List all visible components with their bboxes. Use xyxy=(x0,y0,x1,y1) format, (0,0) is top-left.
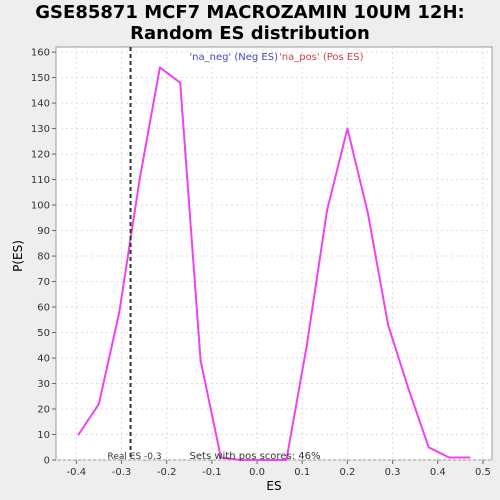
x-axis-title: ES xyxy=(266,479,281,493)
es-data-point xyxy=(366,211,369,214)
x-tick-label: 0.5 xyxy=(475,467,491,478)
x-tick-label: -0.2 xyxy=(157,467,177,478)
es-data-point xyxy=(285,459,288,461)
legend-neg-label: 'na_neg' (Neg ES) xyxy=(189,52,278,63)
real-es-label: Real ES -0.3 xyxy=(108,452,162,462)
series-group xyxy=(77,66,471,461)
es-data-point xyxy=(427,446,430,449)
es-data-point xyxy=(118,311,121,314)
es-data-point xyxy=(468,456,471,459)
chart-title-line-2: Random ES distribution xyxy=(130,23,370,44)
y-tick-label: 60 xyxy=(37,303,50,314)
x-tick-label: -0.1 xyxy=(202,467,222,478)
y-tick-label: 100 xyxy=(31,201,50,212)
x-tick-label: 0.2 xyxy=(339,467,355,478)
es-distribution-line xyxy=(77,66,470,461)
es-data-point xyxy=(346,127,349,130)
es-data-point xyxy=(448,456,451,459)
legend-pos-label: 'na_pos' (Pos ES) xyxy=(279,52,364,63)
es-data-point xyxy=(260,459,263,461)
es-data-point xyxy=(387,323,390,326)
real-es-group: Real ES -0.3 xyxy=(108,47,162,462)
y-axis-title: P(ES) xyxy=(11,240,25,272)
y-tick-label: 0 xyxy=(44,456,50,467)
chart-title: GSE85871 MCF7 MACROZAMIN 10UM 12H: Rando… xyxy=(0,2,500,44)
pos-scores-annotation: Sets with pos scores: 46% xyxy=(190,451,321,462)
y-tick-label: 150 xyxy=(31,73,50,84)
es-data-point xyxy=(179,81,182,84)
es-data-point xyxy=(97,402,100,405)
x-tick-label: 0.3 xyxy=(385,467,401,478)
es-data-point xyxy=(199,359,202,362)
x-tick-label: 0.0 xyxy=(249,467,265,478)
x-tick-label: -0.3 xyxy=(112,467,132,478)
y-tick-label: 140 xyxy=(31,99,50,110)
y-tick-label: 50 xyxy=(37,328,50,339)
es-data-point xyxy=(240,459,243,461)
es-data-point xyxy=(407,387,410,390)
y-tick-label: 80 xyxy=(37,252,50,263)
es-data-point xyxy=(77,433,80,436)
es-data-point xyxy=(219,456,222,459)
y-tick-label: 120 xyxy=(31,150,50,161)
chart-title-line-1: GSE85871 MCF7 MACROZAMIN 10UM 12H: xyxy=(35,2,465,23)
y-axis-ticks: 0 10 20 30 40 50 60 70 80 90 100 110 120 130 140 150 160 xyxy=(31,48,56,467)
y-tick-label: 130 xyxy=(31,124,50,135)
es-data-point xyxy=(138,178,141,181)
y-tick-label: 40 xyxy=(37,354,50,365)
x-tick-label: -0.4 xyxy=(67,467,87,478)
x-tick-label: 0.1 xyxy=(294,467,310,478)
y-tick-label: 20 xyxy=(37,405,50,416)
grid-lines xyxy=(56,47,492,461)
y-tick-label: 70 xyxy=(37,277,50,288)
es-data-point xyxy=(158,66,161,69)
es-data-point xyxy=(305,344,308,347)
es-data-point xyxy=(326,209,329,212)
y-tick-label: 160 xyxy=(31,48,50,59)
y-tick-label: 90 xyxy=(37,226,50,237)
y-tick-label: 30 xyxy=(37,379,50,390)
x-tick-label: 0.4 xyxy=(430,467,446,478)
y-tick-label: 110 xyxy=(31,175,50,186)
x-axis-ticks: -0.4 -0.3 -0.2 -0.1 0.0 0.1 0.2 0.3 0.4 0.5 xyxy=(67,460,491,478)
y-tick-label: 10 xyxy=(37,430,50,441)
